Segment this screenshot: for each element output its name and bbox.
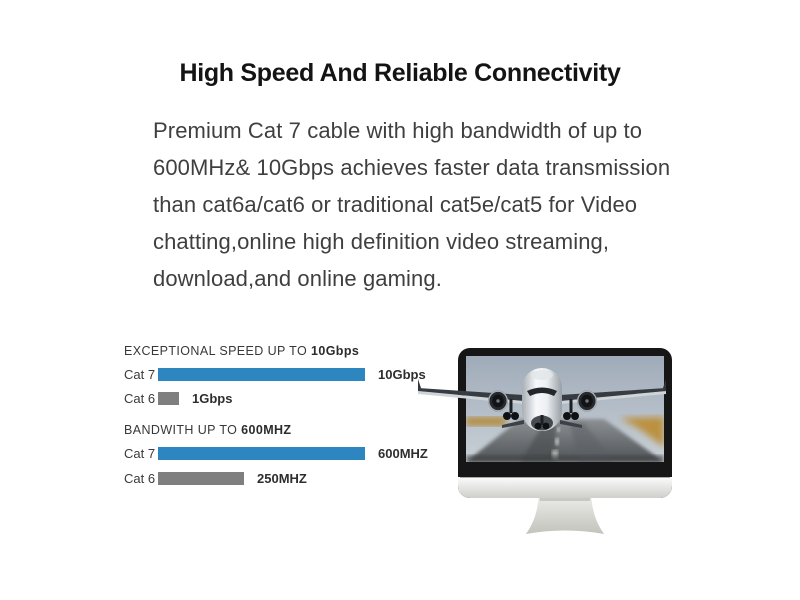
chart-title-prefix: EXCEPTIONAL SPEED UP TO <box>124 344 311 358</box>
chart-section-title: BANDWITH UP TO 600MHZ <box>120 422 450 438</box>
page-title: High Speed And Reliable Connectivity <box>179 58 621 87</box>
monitor-stand <box>526 493 604 534</box>
bar-row-cat7-speed: Cat 7 10Gbps <box>120 367 450 382</box>
monitor-chin <box>458 477 672 498</box>
bar-category-label: Cat 6 <box>124 471 156 486</box>
description-line: download,and online gaming. <box>153 266 442 291</box>
bar-category-label: Cat 7 <box>124 367 156 382</box>
runway-scene <box>466 417 664 462</box>
description-line: than cat6a/cat6 or traditional cat5e/cat… <box>153 192 638 217</box>
bar-value-label: 600MHZ <box>378 446 428 461</box>
airplane-graphic <box>418 368 666 431</box>
chart-title-bold: 600MHZ <box>241 423 292 437</box>
bar-category-label: Cat 6 <box>124 391 156 406</box>
product-description: Premium Cat 7 cable with high bandwidth … <box>153 112 670 297</box>
chart-title-prefix: BANDWITH UP TO <box>124 423 242 437</box>
description-line: Premium Cat 7 cable with high bandwidth … <box>153 118 643 143</box>
description-line: chatting,online high definition video st… <box>153 229 610 254</box>
bar-row-cat6-speed: Cat 6 1Gbps <box>120 391 450 406</box>
bar-category-label: Cat 7 <box>124 446 156 461</box>
chart-section-title: EXCEPTIONAL SPEED UP TO 10Gbps <box>120 343 450 359</box>
bar-value-label: 1Gbps <box>192 391 233 406</box>
bar-row-cat7-bandwidth: Cat 7 600MHZ <box>120 446 450 461</box>
chart-title-bold: 10Gbps <box>310 344 360 358</box>
bar-value-label: 10Gbps <box>378 367 426 382</box>
bar-value-label: 250MHZ <box>257 471 307 486</box>
description-line: 600MHz& 10Gbps achieves faster data tran… <box>153 155 671 180</box>
monitor-airplane-illustration <box>418 348 672 534</box>
bar-cat6-bandwidth <box>158 472 244 485</box>
chart-section-speed: EXCEPTIONAL SPEED UP TO 10Gbps Cat 7 10G… <box>120 343 450 406</box>
comparison-chart: EXCEPTIONAL SPEED UP TO 10Gbps Cat 7 10G… <box>120 343 450 497</box>
bar-cat7-bandwidth <box>158 447 365 460</box>
monitor-graphic <box>408 335 708 550</box>
chart-section-bandwidth: BANDWITH UP TO 600MHZ Cat 7 600MHZ Cat 6… <box>120 422 450 486</box>
bar-row-cat6-bandwidth: Cat 6 250MHZ <box>120 471 450 486</box>
bar-cat7-speed <box>158 368 365 381</box>
bar-cat6-speed <box>158 392 179 405</box>
